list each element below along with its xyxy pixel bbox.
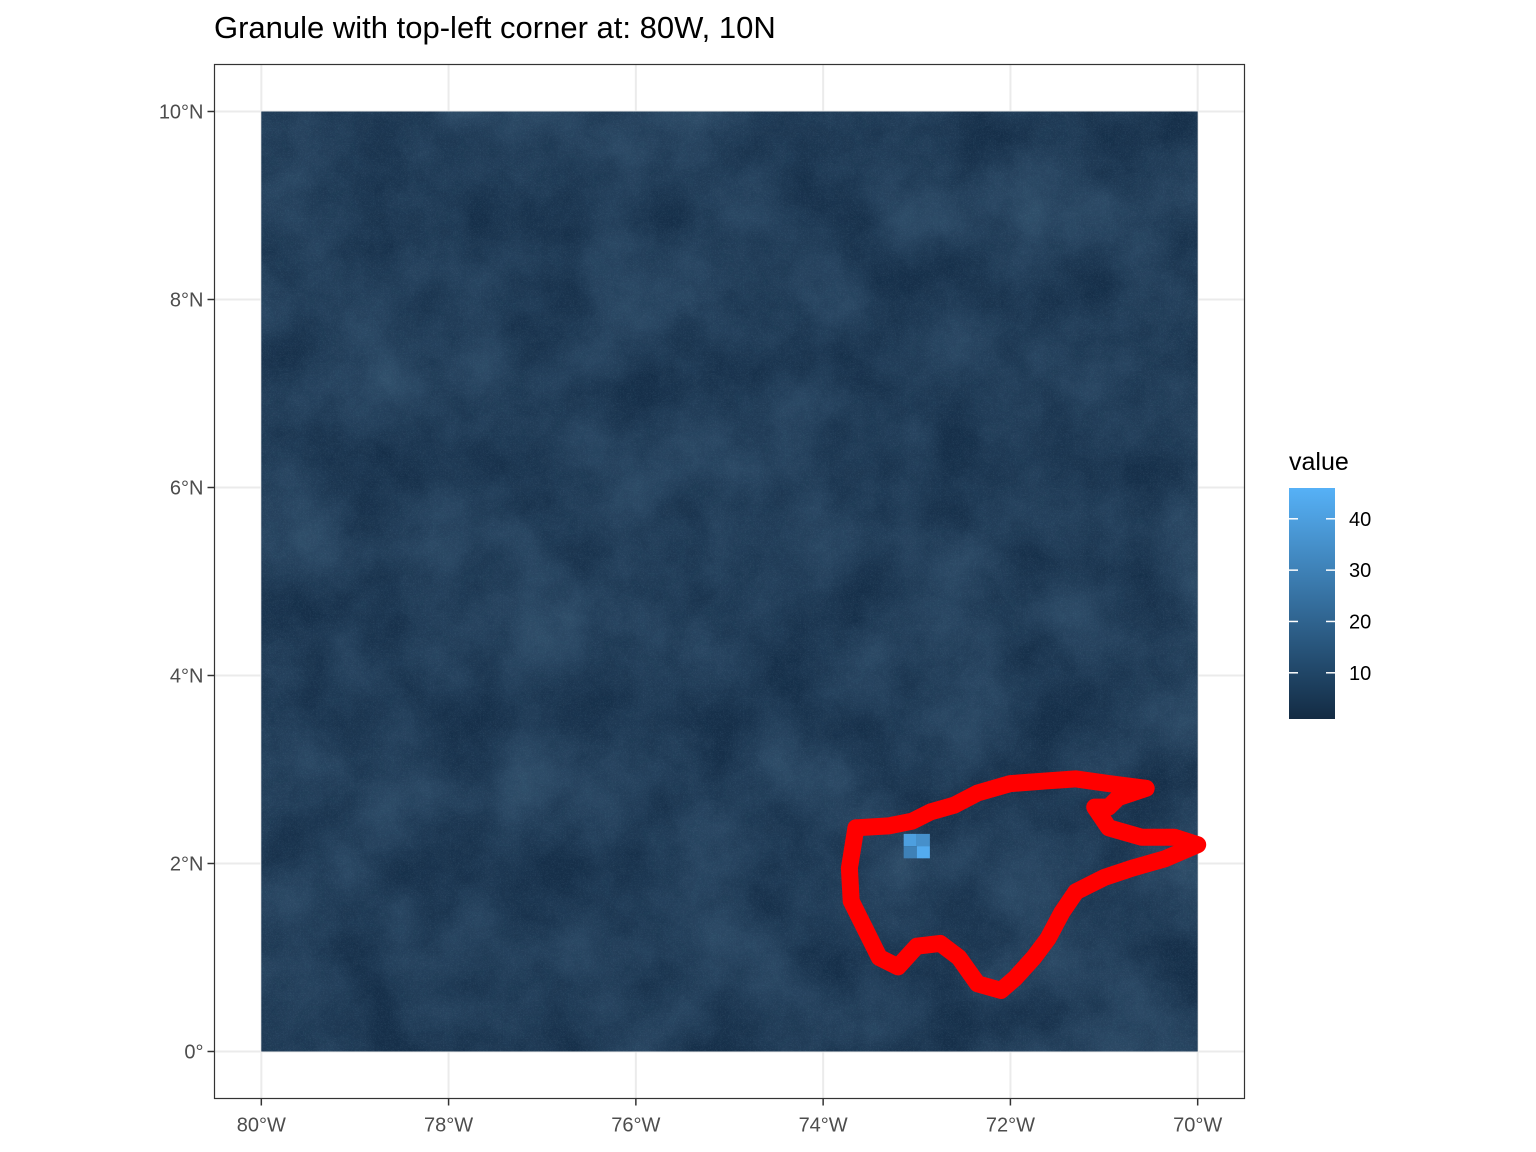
highlight-cell (916, 833, 930, 847)
y-tick-label: 8°N (170, 290, 204, 312)
y-tick-label: 0° (184, 1042, 203, 1064)
highlight-cell (903, 833, 917, 847)
x-tick-label: 74°W (799, 1115, 848, 1137)
colorbar (1289, 488, 1335, 719)
x-tick-label: 70°W (1173, 1115, 1222, 1137)
chart-title: Granule with top-left corner at: 80W, 10… (214, 10, 776, 45)
y-tick-label: 4°N (170, 666, 204, 688)
x-axis: 80°W 78°W 76°W 74°W 72°W 70°W (237, 1098, 1222, 1137)
colorbar-tick-label: 40 (1349, 509, 1371, 531)
y-axis: 0° 2°N 4°N 6°N 8°N 10°N (159, 102, 215, 1064)
highlight-cell (916, 846, 930, 859)
boundary-layer (840, 770, 1207, 999)
x-tick-label: 78°W (424, 1115, 473, 1137)
raster-speckle (261, 111, 1198, 1052)
panel-border (213, 63, 1246, 1100)
panel-frame (213, 63, 1246, 1100)
x-tick-label: 72°W (986, 1115, 1035, 1137)
colorbar-legend: value 10 20 30 40 (1289, 448, 1371, 719)
colorbar-tick-label: 30 (1349, 560, 1371, 582)
highlight-cell (903, 846, 917, 859)
raster-layer (261, 111, 1198, 1052)
highlight-cells (903, 833, 930, 859)
colorbar-tick-label: 20 (1349, 611, 1371, 633)
legend-title: value (1289, 448, 1349, 476)
x-tick-label: 76°W (611, 1115, 660, 1137)
watershed-boundary (840, 770, 1207, 999)
y-tick-label: 10°N (159, 102, 204, 124)
x-tick-label: 80°W (237, 1115, 286, 1137)
y-tick-label: 2°N (170, 854, 204, 876)
y-tick-label: 6°N (170, 478, 204, 500)
colorbar-tick-label: 10 (1349, 663, 1371, 685)
